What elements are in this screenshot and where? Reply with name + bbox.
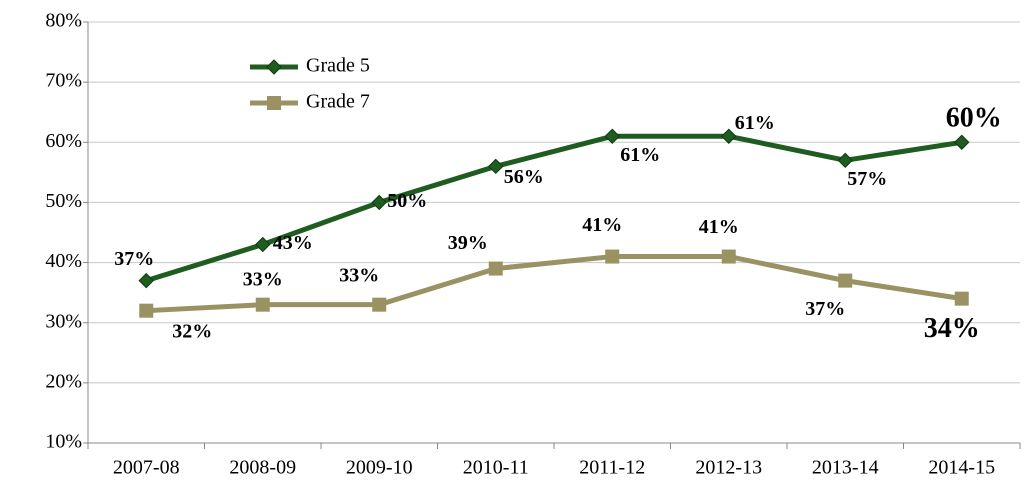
marker	[838, 273, 853, 288]
data-label: 37%	[805, 298, 845, 320]
data-label: 57%	[847, 168, 887, 190]
marker	[954, 291, 969, 306]
marker	[605, 249, 620, 264]
y-tick-label: 60%	[45, 130, 82, 152]
data-label: 39%	[448, 232, 488, 254]
y-tick-label: 40%	[45, 250, 82, 272]
series-line	[145, 133, 963, 284]
marker	[488, 158, 504, 175]
y-tick-label: 20%	[45, 370, 82, 392]
marker	[721, 128, 737, 144]
legend-marker	[266, 59, 282, 75]
data-label: 33%	[339, 264, 379, 286]
marker	[837, 152, 853, 169]
data-label: 56%	[504, 166, 544, 188]
marker	[954, 134, 970, 150]
x-tick-label: 2009-10	[346, 457, 413, 479]
x-tick-label: 2012-13	[695, 457, 762, 479]
marker	[371, 194, 387, 211]
x-tick-label: 2013-14	[812, 457, 879, 479]
data-label: 41%	[582, 214, 622, 236]
y-tick-label: 70%	[45, 70, 82, 92]
data-label: 41%	[699, 216, 739, 238]
data-label: 37%	[114, 248, 154, 270]
y-tick-label: 10%	[45, 431, 82, 453]
marker	[138, 272, 154, 289]
data-label: 61%	[735, 112, 775, 134]
legend-marker	[267, 96, 281, 110]
x-tick-label: 2010-11	[463, 457, 529, 479]
data-label: 34%	[924, 313, 980, 344]
data-label: 43%	[273, 232, 313, 254]
x-tick-label: 2007-08	[113, 457, 180, 479]
y-tick-label: 30%	[45, 310, 82, 332]
marker	[604, 128, 620, 144]
data-label: 60%	[946, 103, 1002, 134]
data-label: 61%	[620, 144, 660, 166]
x-tick-label: 2008-09	[229, 457, 296, 479]
y-tick-label: 80%	[45, 10, 82, 32]
marker	[372, 297, 387, 312]
data-label: 33%	[243, 268, 283, 290]
marker	[721, 249, 736, 264]
marker	[255, 236, 271, 253]
marker	[139, 303, 154, 318]
marker	[488, 261, 503, 276]
legend-label: Grade 5	[306, 55, 370, 77]
y-tick-label: 50%	[45, 190, 82, 212]
marker	[255, 297, 270, 312]
legend-label: Grade 7	[306, 91, 370, 113]
x-tick-label: 2011-12	[579, 457, 645, 479]
x-tick-label: 2014-15	[928, 457, 995, 479]
data-label: 32%	[172, 320, 212, 342]
series-line	[146, 254, 963, 314]
data-label: 50%	[387, 190, 427, 212]
